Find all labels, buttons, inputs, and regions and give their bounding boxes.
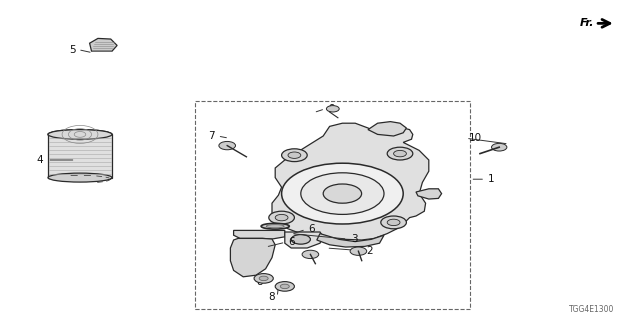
Text: 8: 8 — [256, 277, 262, 287]
Circle shape — [254, 274, 273, 283]
Polygon shape — [234, 230, 285, 239]
Bar — [48, 134, 112, 178]
Text: 3: 3 — [351, 234, 357, 244]
Ellipse shape — [48, 130, 112, 139]
Circle shape — [282, 163, 403, 224]
Circle shape — [326, 106, 339, 112]
Circle shape — [288, 152, 301, 158]
Bar — [195, 101, 470, 309]
Circle shape — [492, 143, 507, 151]
Circle shape — [219, 141, 236, 150]
Text: TGG4E1300: TGG4E1300 — [569, 305, 614, 314]
Text: 6: 6 — [308, 224, 315, 235]
Text: 7: 7 — [208, 131, 214, 141]
Polygon shape — [285, 232, 323, 248]
Circle shape — [387, 219, 400, 226]
Circle shape — [387, 147, 413, 160]
Circle shape — [394, 150, 406, 157]
Circle shape — [280, 284, 289, 289]
Polygon shape — [230, 238, 275, 277]
Ellipse shape — [266, 225, 284, 228]
Circle shape — [275, 282, 294, 291]
Ellipse shape — [291, 235, 310, 244]
Circle shape — [259, 276, 268, 281]
Ellipse shape — [261, 223, 289, 229]
Polygon shape — [368, 122, 406, 136]
Text: 10: 10 — [468, 133, 482, 143]
Circle shape — [350, 247, 367, 255]
Circle shape — [323, 184, 362, 203]
Circle shape — [275, 214, 288, 221]
Text: 5: 5 — [69, 44, 76, 55]
Ellipse shape — [48, 173, 112, 182]
Circle shape — [269, 211, 294, 224]
Polygon shape — [317, 234, 384, 247]
Ellipse shape — [48, 130, 112, 139]
Circle shape — [282, 149, 307, 162]
Polygon shape — [272, 123, 429, 240]
Polygon shape — [90, 38, 117, 51]
Text: Fr.: Fr. — [579, 18, 594, 28]
Text: 4: 4 — [37, 155, 44, 165]
Text: 2: 2 — [367, 246, 373, 256]
Text: 1: 1 — [488, 174, 494, 184]
Text: 6: 6 — [288, 237, 294, 247]
Polygon shape — [416, 189, 442, 199]
Circle shape — [381, 216, 406, 229]
Text: 9: 9 — [328, 104, 335, 114]
Circle shape — [302, 250, 319, 259]
Text: 8: 8 — [269, 292, 275, 302]
Circle shape — [301, 173, 384, 214]
